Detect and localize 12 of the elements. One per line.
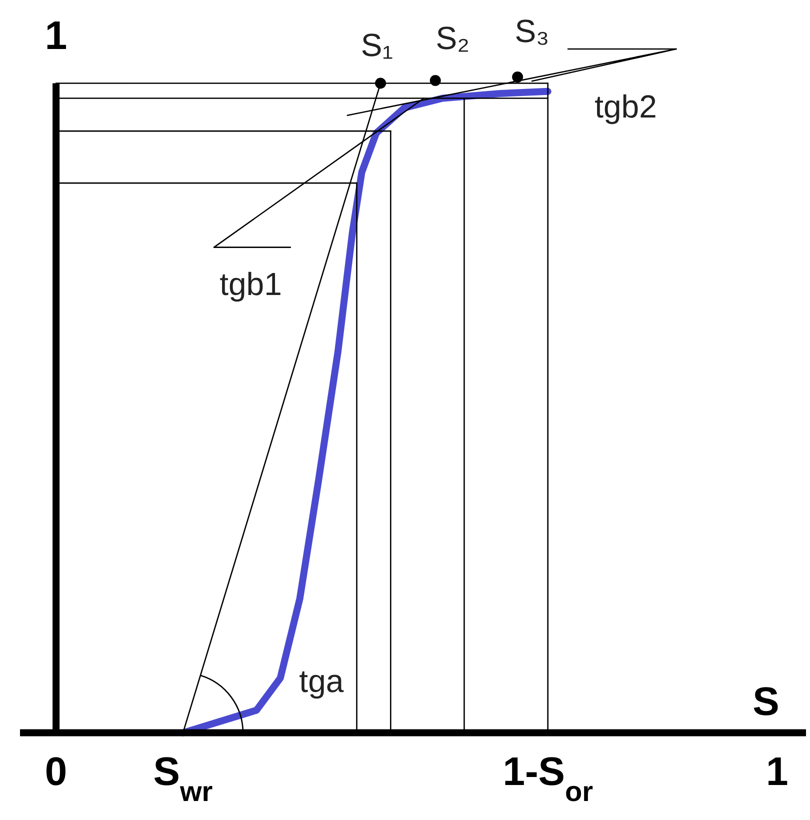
x-tick-label: 0 xyxy=(44,750,68,794)
annotation: S₃ xyxy=(514,13,550,50)
x-axis-title: S xyxy=(752,680,780,724)
annotation: tgb1 xyxy=(220,266,282,302)
annotation: S₂ xyxy=(436,20,470,56)
x-tick-label: S$_{wr}$ xyxy=(153,750,213,806)
annotation: tgb2 xyxy=(594,88,657,124)
annotation: tga xyxy=(299,662,344,699)
annotation: 1 xyxy=(44,14,68,58)
x-tick-label: 1 xyxy=(766,750,788,794)
x-tick-label: 1-S$_{or}$ xyxy=(502,750,594,806)
annotation: S₁ xyxy=(360,26,394,63)
